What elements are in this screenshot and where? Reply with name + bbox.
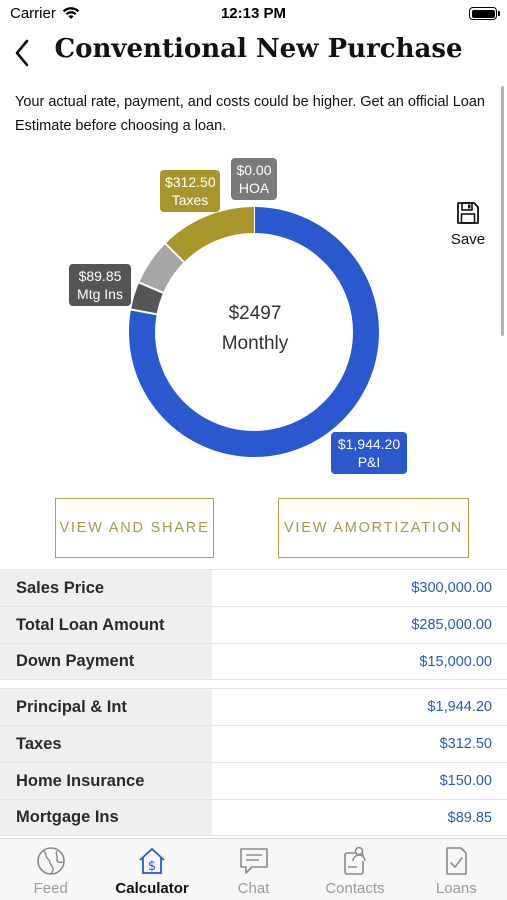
table-row: Taxes $312.50 — [0, 725, 507, 762]
save-label: Save — [450, 231, 486, 248]
tab-label: Contacts — [325, 880, 385, 897]
row-value: $285,000.00 — [411, 617, 492, 633]
table-row: Down Payment $15,000.00 — [0, 643, 507, 680]
table-row: Home Insurance $150.00 — [0, 762, 507, 799]
tab-label: Loans — [435, 880, 477, 897]
tab-label: Chat — [237, 880, 270, 897]
back-button[interactable] — [10, 36, 38, 70]
row-value: $312.50 — [439, 736, 492, 752]
payment-breakdown-table: Principal & Int $1,944.20 Taxes $312.50 … — [0, 688, 507, 836]
donut-separator — [164, 242, 185, 263]
donut-segment-mtg-ins — [131, 282, 164, 315]
tab-calculator[interactable]: $ Calculator — [101, 839, 202, 900]
tab-feed[interactable]: Feed — [0, 839, 101, 900]
donut-separator — [130, 308, 157, 316]
row-label: Taxes — [0, 726, 212, 762]
chat-icon — [239, 848, 268, 874]
view-and-share-button[interactable]: VIEW AND SHARE — [55, 498, 214, 558]
scroll-indicator[interactable] — [501, 86, 504, 336]
mtg-ins-tag-label: Mtg Ins — [77, 286, 123, 302]
globe-icon — [36, 847, 65, 875]
row-label: Mortgage Ins — [0, 800, 212, 835]
table-row: Total Loan Amount $285,000.00 — [0, 606, 507, 643]
taxes-tag: $312.50 Taxes — [160, 170, 220, 212]
clock: 12:13 PM — [220, 5, 287, 22]
table-row: Mortgage Ins $89.85 — [0, 799, 507, 836]
mtg-ins-tag-amount: $89.85 — [78, 268, 122, 284]
donut-segment-taxes — [165, 207, 255, 263]
row-label: Home Insurance — [0, 763, 212, 799]
contacts-icon — [344, 846, 366, 875]
row-value: $89.85 — [447, 809, 492, 826]
mtg-ins-tag: $89.85 Mtg Ins — [69, 264, 131, 306]
row-value: $15,000.00 — [419, 653, 492, 670]
battery-icon — [469, 7, 500, 20]
hoa-tag: $0.00 HOA — [231, 158, 277, 200]
calculator-house-icon: $ — [139, 848, 165, 874]
pi-tag-label: P&I — [357, 454, 381, 470]
payment-chart: $2497 Monthly $312.50 Taxes $0.00 HOA $8… — [0, 150, 507, 485]
monthly-total: $2497 — [228, 303, 282, 324]
page-title: Conventional New Purchase — [54, 34, 463, 64]
tab-loans[interactable]: Loans — [406, 839, 507, 900]
table-row: Sales Price $300,000.00 — [0, 569, 507, 606]
taxes-tag-amount: $312.50 — [165, 174, 216, 190]
hoa-tag-label: HOA — [238, 180, 270, 196]
donut-chart — [129, 207, 379, 457]
disclaimer-text: Your actual rate, payment, and costs cou… — [15, 94, 485, 134]
taxes-tag-label: Taxes — [171, 192, 209, 208]
view-amortization-button[interactable]: VIEW AMORTIZATION — [278, 498, 469, 558]
row-label: Principal & Int — [0, 689, 212, 725]
monthly-label: Monthly — [221, 333, 289, 354]
donut-segment-p-i — [129, 207, 379, 457]
status-bar: Carrier 12:13 PM — [0, 0, 507, 30]
tab-label: Calculator — [115, 880, 189, 897]
save-button[interactable]: Save — [448, 200, 488, 250]
tab-label: Feed — [33, 880, 68, 897]
table-row: Principal & Int $1,944.20 — [0, 688, 507, 725]
chevron-left-icon — [15, 39, 29, 67]
donut-separator — [138, 281, 164, 294]
floppy-disk-icon — [457, 202, 479, 224]
row-value: $150.00 — [439, 773, 492, 789]
tab-chat[interactable]: Chat — [203, 839, 304, 900]
pi-tag-amount: $1,944.20 — [337, 436, 401, 452]
wifi-icon — [62, 7, 80, 19]
pi-tag: $1,944.20 P&I — [331, 432, 407, 474]
svg-text:$: $ — [148, 859, 156, 874]
donut-segment-insurance — [139, 243, 185, 294]
tab-contacts[interactable]: Contacts — [304, 839, 405, 900]
hoa-tag-amount: $0.00 — [236, 162, 272, 178]
row-value: $1,944.20 — [427, 699, 492, 715]
loans-icon — [446, 847, 468, 875]
loan-summary-table: Sales Price $300,000.00 Total Loan Amoun… — [0, 569, 507, 680]
row-value: $300,000.00 — [411, 580, 492, 596]
carrier-label: Carrier — [10, 5, 56, 22]
row-label: Down Payment — [0, 644, 212, 679]
row-label: Sales Price — [0, 570, 212, 606]
row-label: Total Loan Amount — [0, 607, 212, 643]
tab-bar: Feed $ Calculator Chat Contacts Loans — [0, 838, 507, 900]
